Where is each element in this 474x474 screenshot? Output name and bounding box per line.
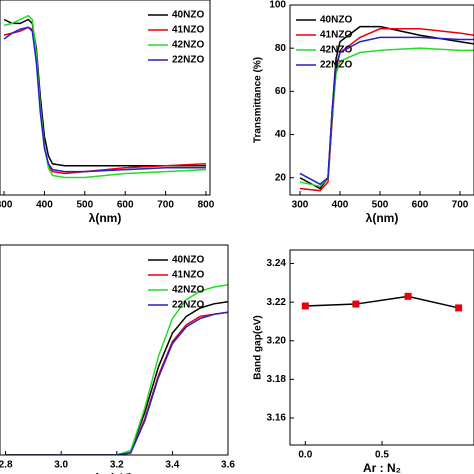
legend-label: 40NZO <box>172 255 204 266</box>
x-tick-label: 600 <box>412 200 429 211</box>
legend-label: 41NZO <box>320 30 352 41</box>
x-tick-label: 700 <box>157 200 174 211</box>
marker <box>352 300 360 308</box>
series-line <box>3 26 206 173</box>
y-tick-label: 3.16 <box>267 413 287 424</box>
legend-label: 40NZO <box>172 10 204 21</box>
marker <box>404 292 412 300</box>
plot-frame <box>289 249 474 446</box>
series-line <box>3 18 206 167</box>
x-tick-label: 2.8 <box>0 460 13 471</box>
x-axis-label: Ar : N₂ <box>363 461 401 474</box>
series-line <box>5 311 228 455</box>
y-tick-label: 100 <box>269 0 286 11</box>
x-tick-label: 300 <box>292 200 309 211</box>
legend-label: 42NZO <box>172 285 204 296</box>
x-tick-label: 0.0 <box>298 450 312 461</box>
x-axis-label: λ(nm) <box>366 211 399 225</box>
x-tick-label: 700 <box>452 200 469 211</box>
x-tick-label: 0.5 <box>375 450 389 461</box>
x-tick-label: 3.0 <box>54 460 68 471</box>
marker <box>301 302 309 310</box>
legend-label: 40NZO <box>320 15 352 26</box>
legend-label: 22NZO <box>320 60 352 71</box>
plot-frame <box>289 4 474 196</box>
y-tick-label: 3.24 <box>267 258 287 269</box>
y-tick-label: 20 <box>275 172 287 183</box>
series-line <box>5 300 228 455</box>
plot-frame <box>0 0 211 196</box>
marker <box>455 304 463 312</box>
y-axis-label: Band gap(eV) <box>253 315 264 379</box>
x-tick-label: 3.2 <box>110 460 124 471</box>
series-line <box>5 311 228 455</box>
x-tick-label: 500 <box>76 200 93 211</box>
x-axis-label: hν(eV) <box>96 471 133 474</box>
x-tick-label: 400 <box>36 200 53 211</box>
y-tick-label: 3.18 <box>267 374 287 385</box>
series-line <box>299 36 474 186</box>
legend-label: 42NZO <box>172 40 204 51</box>
y-tick-label: 3.20 <box>267 335 287 346</box>
series-line <box>305 295 459 309</box>
x-tick-label: 400 <box>332 200 349 211</box>
x-axis-label: λ(nm) <box>89 211 122 225</box>
x-tick-label: 3.4 <box>165 460 179 471</box>
plot-frame <box>0 244 229 456</box>
y-tick-label: 40 <box>275 129 287 140</box>
y-tick-label: 80 <box>275 43 287 54</box>
legend-label: 22NZO <box>172 55 204 66</box>
legend-label: 42NZO <box>320 45 352 56</box>
x-tick-label: 300 <box>0 200 13 211</box>
y-axis-label: Transmittance (%) <box>253 57 264 143</box>
y-tick-label: 60 <box>275 86 287 97</box>
x-tick-label: 800 <box>198 200 215 211</box>
y-tick-label: 3.22 <box>267 297 287 308</box>
series-line <box>5 284 228 455</box>
x-tick-label: 3.6 <box>221 460 235 471</box>
x-tick-label: 600 <box>117 200 134 211</box>
legend-label: 41NZO <box>172 270 204 281</box>
legend-label: 41NZO <box>172 25 204 36</box>
x-tick-label: 500 <box>372 200 389 211</box>
legend-label: 22NZO <box>172 300 204 311</box>
